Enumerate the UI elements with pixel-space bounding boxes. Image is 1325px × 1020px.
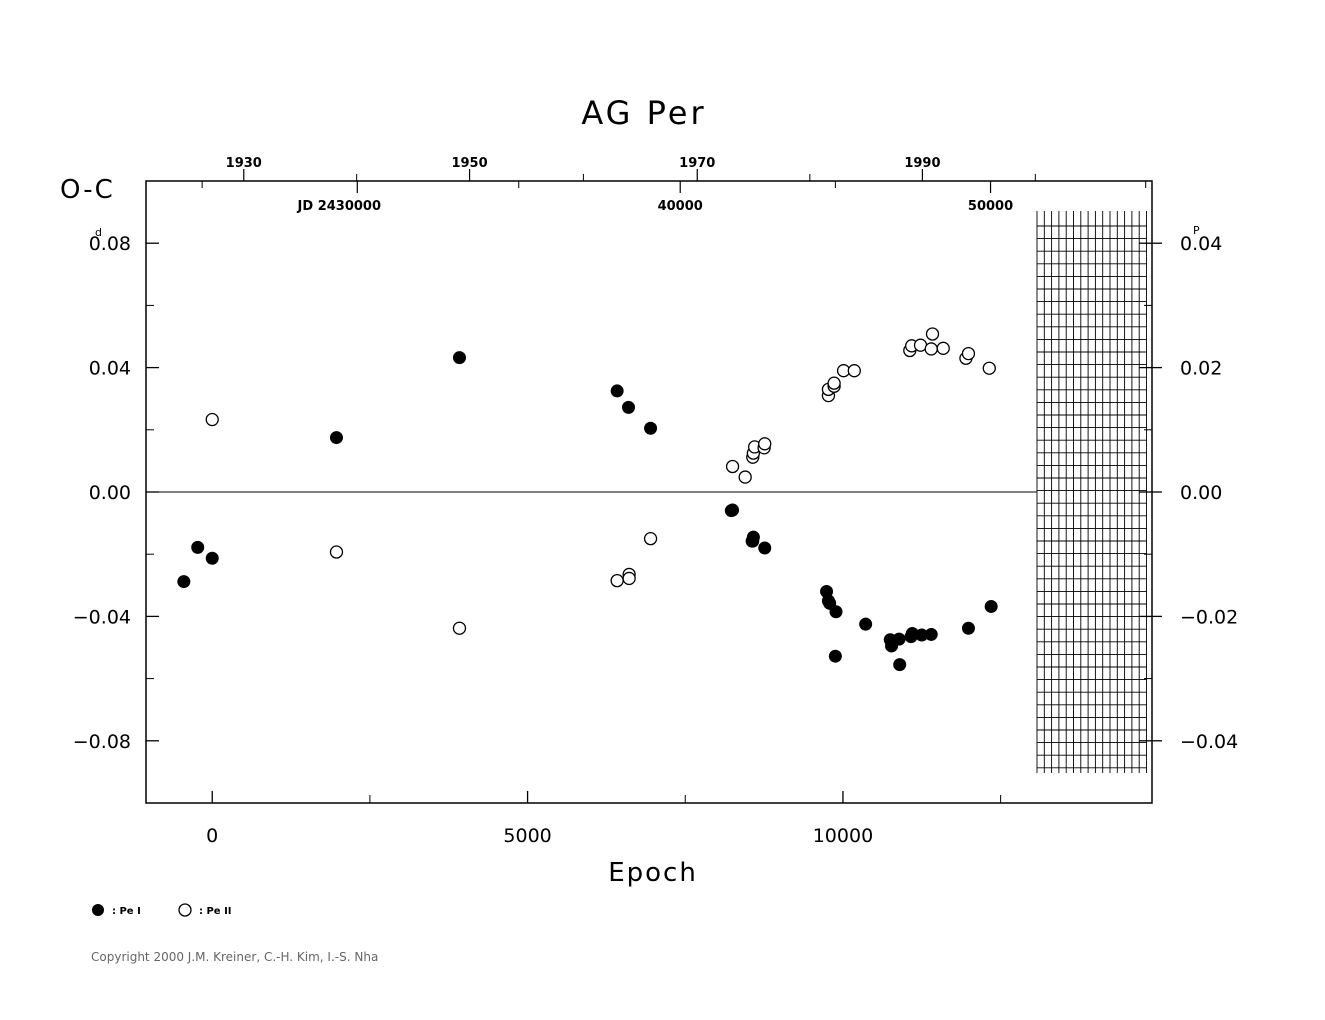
data-point-pe-i [177, 575, 191, 589]
x-tick-label: 5000 [503, 825, 551, 847]
y-tick-label: −0.08 [73, 731, 131, 753]
data-point-pe-i [829, 605, 843, 619]
right-axis-unit: P [1193, 224, 1200, 237]
top-year-label: 1950 [451, 156, 487, 171]
right-tick-label: 0.04 [1180, 233, 1222, 255]
data-point-pe-i [924, 627, 938, 641]
data-point-pe-i [452, 351, 466, 365]
data-point-pe-ii [452, 621, 467, 635]
data-point-pe-ii [936, 341, 950, 355]
right-tick-label: 0.02 [1180, 358, 1222, 380]
data-point-pe-ii [847, 364, 861, 378]
y-axis-unit: d [95, 226, 102, 239]
y-tick-label: 0.04 [89, 358, 131, 380]
tick-labels: 0.08 0.04 0.00 −0.04 −0.08 0.04 0.02 0.00 −0.02 −… [73, 156, 1238, 847]
data-point-pe-ii [827, 376, 841, 390]
y-tick-label: −0.04 [73, 606, 131, 628]
x-tick-label: 0 [206, 825, 218, 847]
data-point-pe-ii [622, 571, 636, 586]
data-point-pe-ii [205, 412, 219, 427]
x-axis-label: Epoch [608, 858, 698, 888]
y-axis-label: O-C [60, 175, 115, 205]
data-point-pe-ii [924, 342, 938, 356]
data-point-pe-ii [925, 327, 940, 341]
top-jd-label: JD 2430000 [297, 199, 381, 214]
data-point-pe-i [961, 621, 975, 635]
legend-label-pe-ii: : Pe II [199, 906, 232, 917]
chart-title: AG Per [581, 94, 706, 132]
right-tick-label: −0.04 [1180, 731, 1238, 753]
data-point-pe-i [191, 540, 205, 554]
top-year-label: 1990 [904, 156, 940, 171]
data-point-pe-i [644, 421, 658, 435]
data-point-pe-i [726, 503, 740, 517]
right-tick-label: −0.02 [1180, 606, 1238, 628]
legend-label-pe-i: : Pe I [112, 906, 141, 917]
top-year-label: 1930 [226, 156, 262, 171]
legend-marker-pe-ii [178, 903, 192, 917]
x-tick-label: 10000 [813, 825, 873, 847]
y-tick-label: 0.00 [89, 482, 131, 504]
hatched-region [1036, 211, 1147, 773]
data-point-pe-ii [610, 573, 624, 588]
top-year-label: 1970 [679, 156, 715, 171]
data-point-pe-i [893, 658, 907, 672]
data-point-pe-ii [725, 459, 740, 474]
top-jd-label: 40000 [658, 199, 703, 214]
data-point-pe-ii [982, 361, 996, 375]
data-point-pe-i [329, 431, 343, 445]
data-point-pe-i [610, 384, 624, 398]
data-point-pe-i [828, 649, 842, 663]
data-point-pe-i [892, 632, 906, 646]
data-point-pe-ii [643, 532, 658, 546]
data-points [177, 327, 998, 672]
data-point-pe-ii [961, 346, 976, 361]
legend: : Pe I : Pe II [92, 903, 232, 917]
right-tick-label: 0.00 [1180, 482, 1222, 504]
data-point-pe-ii [758, 437, 772, 451]
top-jd-label: 50000 [968, 199, 1013, 214]
data-point-pe-i [859, 617, 873, 631]
data-point-pe-ii [738, 470, 752, 484]
data-point-pe-i [746, 534, 760, 548]
data-point-pe-i [622, 400, 636, 414]
data-point-pe-i [821, 594, 835, 608]
copyright-text: Copyright 2000 J.M. Kreiner, C.-H. Kim, … [91, 950, 378, 964]
data-point-pe-i [758, 541, 772, 555]
y-tick-label: 0.08 [89, 233, 131, 255]
data-point-pe-ii [329, 545, 344, 559]
data-point-pe-i [984, 599, 998, 613]
data-point-pe-i [205, 551, 219, 565]
axis-ticks [146, 169, 1162, 804]
legend-marker-pe-i [92, 904, 104, 916]
